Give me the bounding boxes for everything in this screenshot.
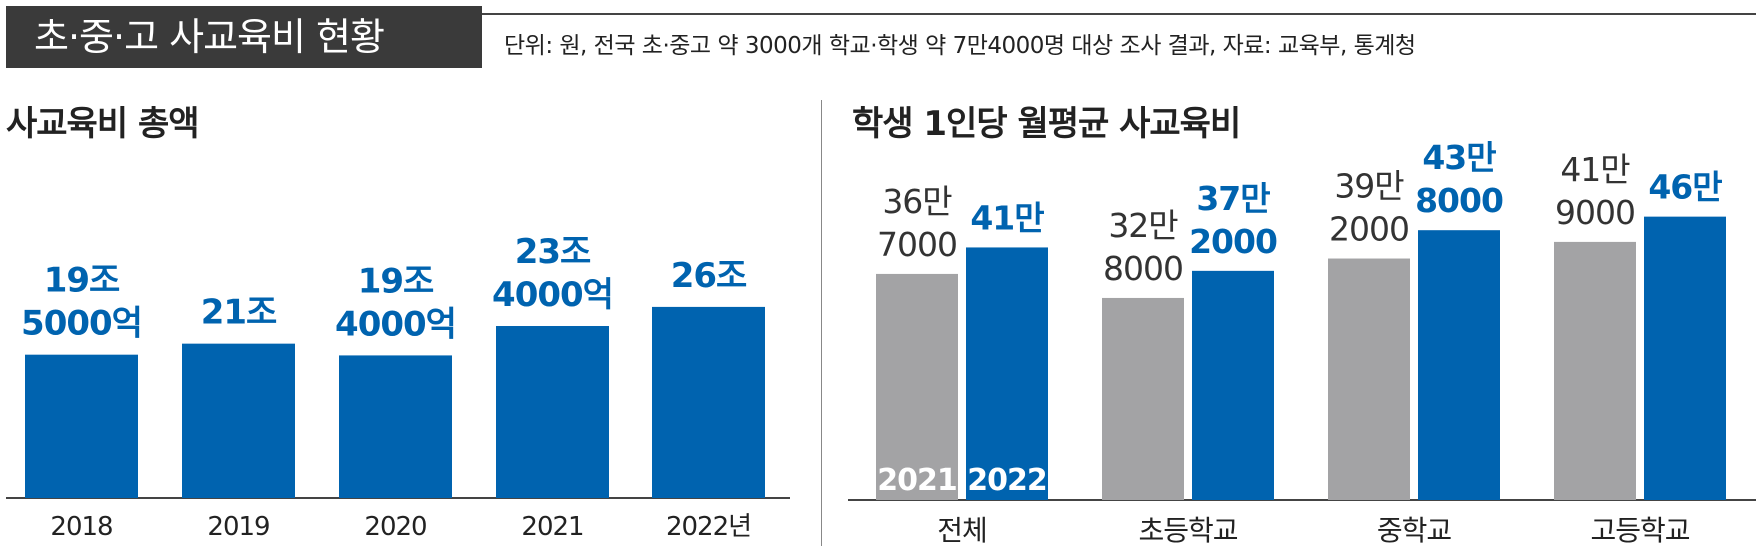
x-tick-label-monthly-2: 중학교 [1377,514,1452,547]
page-title: 초·중·고 사교육비 현황 [6,6,482,68]
legend-label-2021: 2021 [877,463,957,498]
value-label-2021-0-1: 7000 [877,225,957,264]
value-label-2022-1-0: 37만 [1196,179,1270,218]
bar-total-0 [25,354,138,498]
x-tick-label-total-3: 2021 [521,512,583,542]
value-label-total-2-1: 4000억 [335,304,456,344]
chart-title-total: 사교육비 총액 [6,104,200,144]
x-tick-label-monthly-3: 고등학교 [1590,514,1689,547]
value-label-2021-2-0: 39만 [1334,167,1404,206]
value-label-2021-3-1: 9000 [1555,193,1635,232]
bar-total-1 [182,343,295,498]
bar-total-2 [339,355,452,498]
chart-divider [821,100,822,546]
bar-2021-1 [1102,297,1184,500]
value-label-2022-1-1: 2000 [1189,222,1277,261]
value-label-total-1-0: 21조 [201,293,277,333]
bar-2022-3 [1644,216,1726,500]
value-label-2022-0-0: 41만 [970,198,1044,237]
legend-label-2022: 2022 [967,463,1047,498]
bar-total-3 [496,326,609,498]
x-tick-label-monthly-0: 전체 [937,514,987,547]
bar-2021-3 [1554,241,1636,500]
x-tick-label-total-4: 2022년 [666,512,751,542]
x-tick-label-total-2: 2020 [364,512,426,542]
source-note: 단위: 원, 전국 초·중고 약 3000개 학교·학생 약 7만4000명 대… [504,33,1416,59]
value-label-total-3-1: 4000억 [492,275,613,315]
value-label-2021-0-0: 36만 [882,182,952,221]
value-label-2021-1-0: 32만 [1108,206,1178,245]
value-label-2021-1-1: 8000 [1103,249,1183,288]
x-tick-label-total-1: 2019 [207,512,269,542]
header-rule [482,13,1756,15]
bar-2021-2 [1328,258,1410,500]
bar-total-4 [652,306,765,498]
value-label-2021-2-1: 2000 [1329,210,1409,249]
value-label-2022-2-1: 8000 [1415,181,1503,220]
value-label-total-0-1: 5000억 [21,304,142,344]
value-label-total-3-0: 23조 [515,232,591,272]
bar-2022-2 [1418,230,1500,500]
value-label-total-4-0: 26조 [671,256,747,296]
x-tick-label-monthly-1: 초등학교 [1138,514,1237,547]
value-label-2022-2-0: 43만 [1422,138,1496,177]
value-label-2021-3-0: 41만 [1560,150,1630,189]
bar-2021-0 [876,273,958,500]
x-tick-label-total-0: 2018 [50,512,112,542]
value-label-2022-3-0: 46만 [1648,168,1722,207]
bar-2022-0 [966,247,1048,500]
bar-2022-1 [1192,270,1274,500]
chart-title-monthly: 학생 1인당 월평균 사교육비 [852,104,1241,144]
value-label-total-0-0: 19조 [44,261,120,301]
value-label-total-2-0: 19조 [358,261,434,301]
